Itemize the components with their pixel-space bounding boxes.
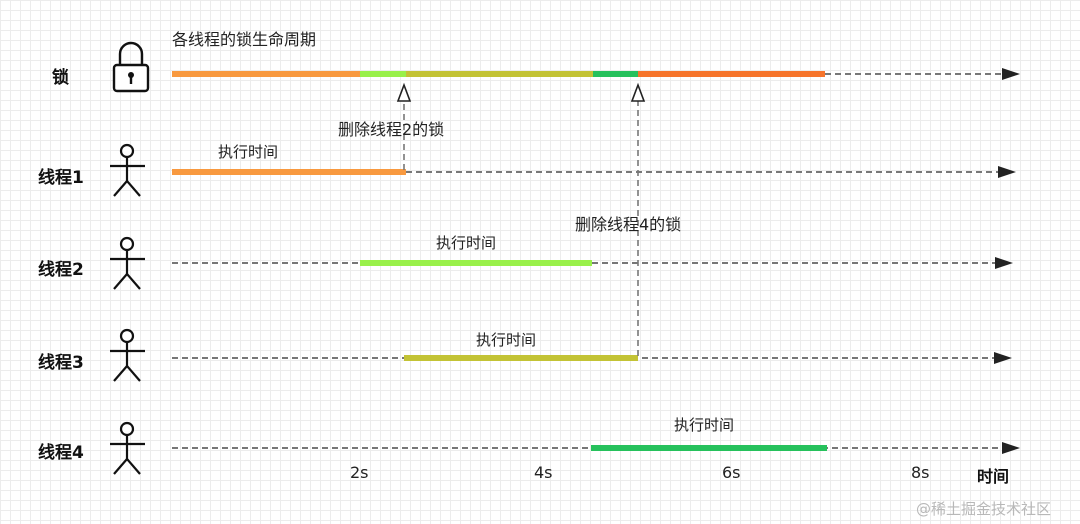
axis-tick-4s: 4s bbox=[534, 463, 553, 482]
thread3-arrowhead bbox=[994, 352, 1012, 364]
thread4-exec-caption: 执行时间 bbox=[674, 416, 735, 434]
annotation-delete-lock-thread2: 删除线程2的锁 bbox=[338, 120, 445, 139]
annotation-delete-lock-thread4: 删除线程4的锁 bbox=[575, 215, 682, 234]
lock-timeline-arrowhead bbox=[1002, 68, 1020, 80]
release-arrow-thread1-head bbox=[396, 82, 412, 102]
row-label-thread2: 线程2 bbox=[38, 260, 84, 280]
thread1-arrowhead bbox=[998, 166, 1016, 178]
thread4-arrowhead bbox=[1002, 442, 1020, 454]
lifecycle-title: 各线程的锁生命周期 bbox=[172, 30, 317, 49]
axis-tick-8s: 8s bbox=[911, 463, 930, 482]
thread2-arrowhead bbox=[995, 257, 1013, 269]
thread1-exec-caption: 执行时间 bbox=[218, 143, 279, 161]
row-label-thread3: 线程3 bbox=[38, 353, 84, 373]
release-arrow-thread3-head bbox=[630, 82, 646, 102]
thread3-exec-caption: 执行时间 bbox=[476, 331, 537, 349]
axis-title-time: 时间 bbox=[977, 467, 1010, 486]
thread2-exec-caption: 执行时间 bbox=[436, 234, 497, 252]
axis-tick-6s: 6s bbox=[722, 463, 741, 482]
stick-figure-icon bbox=[110, 328, 145, 382]
stick-figure-icon bbox=[110, 143, 145, 197]
row-label-thread4: 线程4 bbox=[38, 443, 84, 463]
stick-figure-icon bbox=[110, 421, 145, 475]
row-label-thread1: 线程1 bbox=[38, 168, 84, 188]
axis-tick-2s: 2s bbox=[350, 463, 369, 482]
padlock-icon bbox=[112, 41, 150, 93]
stick-figure-icon bbox=[110, 236, 145, 290]
row-label-lock: 锁 bbox=[52, 68, 69, 88]
watermark: @稀土掘金技术社区 bbox=[916, 500, 1052, 518]
